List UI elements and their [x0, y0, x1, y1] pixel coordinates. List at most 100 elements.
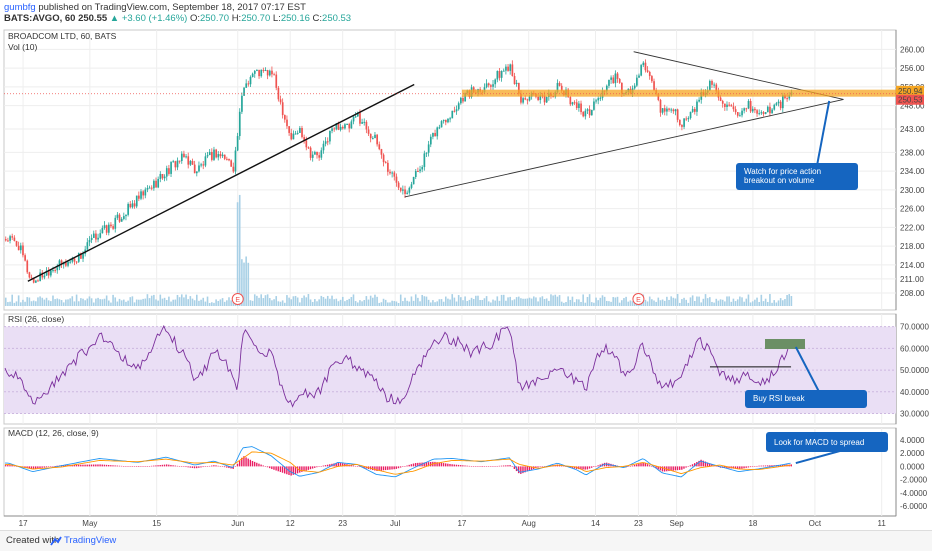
volume-bar	[532, 296, 535, 306]
volume-bar	[762, 301, 765, 306]
macd-histogram-bar	[286, 466, 288, 475]
volume-bar	[719, 299, 722, 306]
volume-bar	[543, 298, 546, 306]
macd-histogram-bar	[135, 466, 138, 467]
volume-bar	[730, 301, 733, 306]
chart-area[interactable]: 17 May 15 Jun 12 23 Jul 17 Aug 14 23 Sep 18 Oct 11 260.…	[0, 0, 932, 530]
volume-bar	[457, 295, 460, 306]
volume-bar	[788, 294, 791, 306]
volume-bar	[356, 302, 359, 306]
volume-bar	[548, 300, 550, 306]
candle-body	[88, 240, 91, 243]
volume-bar	[223, 301, 226, 306]
candle-body	[359, 112, 361, 124]
macd-histogram-bar	[324, 465, 327, 467]
macd-histogram-bar	[195, 466, 198, 469]
volume-bar	[13, 302, 16, 306]
volume-bar	[97, 297, 99, 306]
volume-bar	[741, 297, 743, 306]
volume-bar	[715, 298, 718, 306]
candle-body	[284, 115, 286, 120]
candle-body	[170, 162, 172, 174]
macd-histogram-bar	[397, 466, 400, 469]
volume-bar	[273, 299, 275, 306]
volume-bar	[505, 300, 507, 306]
candle-body	[249, 77, 252, 85]
candle-body	[414, 170, 417, 178]
candle-body	[195, 171, 198, 174]
macd-histogram-bar	[739, 466, 741, 469]
volume-bar	[425, 296, 428, 306]
volume-bar	[374, 294, 376, 306]
candle-body	[754, 108, 756, 111]
volume-bar	[138, 299, 140, 306]
volume-bar	[483, 298, 486, 306]
x-tick-label: 17	[19, 519, 28, 528]
volume-bar	[281, 300, 284, 306]
volume-bar	[790, 296, 793, 306]
macd-histogram-bar	[268, 466, 271, 469]
volume-bar	[550, 294, 552, 306]
candle-body	[389, 171, 391, 174]
macd-histogram-bar	[219, 466, 222, 467]
candle-body	[642, 62, 645, 66]
macd-histogram-bar	[65, 464, 67, 467]
volume-bar	[329, 298, 331, 306]
candle-body	[198, 165, 200, 172]
macd-histogram-bar	[174, 465, 176, 467]
last-price: 250.55	[78, 13, 108, 24]
candle-body	[715, 84, 718, 92]
macd-histogram-bar	[582, 466, 584, 470]
candle-body	[299, 127, 301, 133]
volume-bar	[605, 300, 608, 306]
macd-histogram-bar	[687, 466, 689, 467]
volume-bar	[713, 302, 715, 306]
candle-body	[271, 70, 273, 75]
volume-bar	[24, 301, 26, 306]
volume-bar	[440, 299, 443, 306]
author-link[interactable]: gumbfg	[4, 2, 36, 13]
candle-body	[556, 82, 559, 93]
candle-body	[621, 82, 623, 94]
price-tick-label: 256.00	[900, 64, 925, 73]
candle-body	[82, 253, 84, 259]
macd-histogram-bar	[584, 466, 586, 470]
candle-body	[382, 154, 385, 163]
volume-bar	[751, 301, 754, 306]
volume-bar	[599, 297, 602, 306]
volume-bar	[773, 300, 776, 306]
candle-body	[105, 225, 108, 233]
macd-histogram-bar	[593, 466, 595, 467]
volume-bar	[618, 302, 621, 306]
volume-bar	[35, 301, 37, 306]
candle-body	[758, 113, 761, 115]
macd-histogram-bar	[339, 462, 342, 467]
macd-note: Look for MACD to spread	[774, 438, 864, 447]
volume-bar	[303, 295, 305, 306]
macd-histogram-bar	[483, 466, 486, 467]
macd-series-line	[5, 446, 791, 478]
volume-bar	[112, 294, 114, 306]
macd-histogram-bar	[646, 464, 649, 467]
candle-body	[133, 203, 136, 207]
candle-body	[288, 126, 290, 133]
macd-histogram-bar	[211, 465, 213, 467]
volume-bar	[389, 302, 391, 306]
volume-bar	[685, 299, 688, 306]
volume-bar	[103, 298, 106, 306]
macd-histogram-bar	[655, 466, 657, 469]
macd-histogram-bar	[376, 466, 378, 471]
macd-histogram-bar	[258, 463, 260, 467]
volume-bar	[77, 301, 80, 306]
volume-bar	[346, 299, 348, 306]
volume-bar	[492, 299, 494, 306]
volume-bar	[590, 302, 593, 306]
volume-bar	[279, 301, 282, 306]
volume-bar	[601, 295, 604, 306]
volume-bar	[54, 299, 56, 306]
volume-bar	[82, 298, 84, 306]
tradingview-brand[interactable]: TradingView	[64, 535, 117, 546]
candle-body	[399, 187, 402, 191]
volume-bar	[99, 299, 102, 306]
candle-body	[691, 108, 694, 112]
